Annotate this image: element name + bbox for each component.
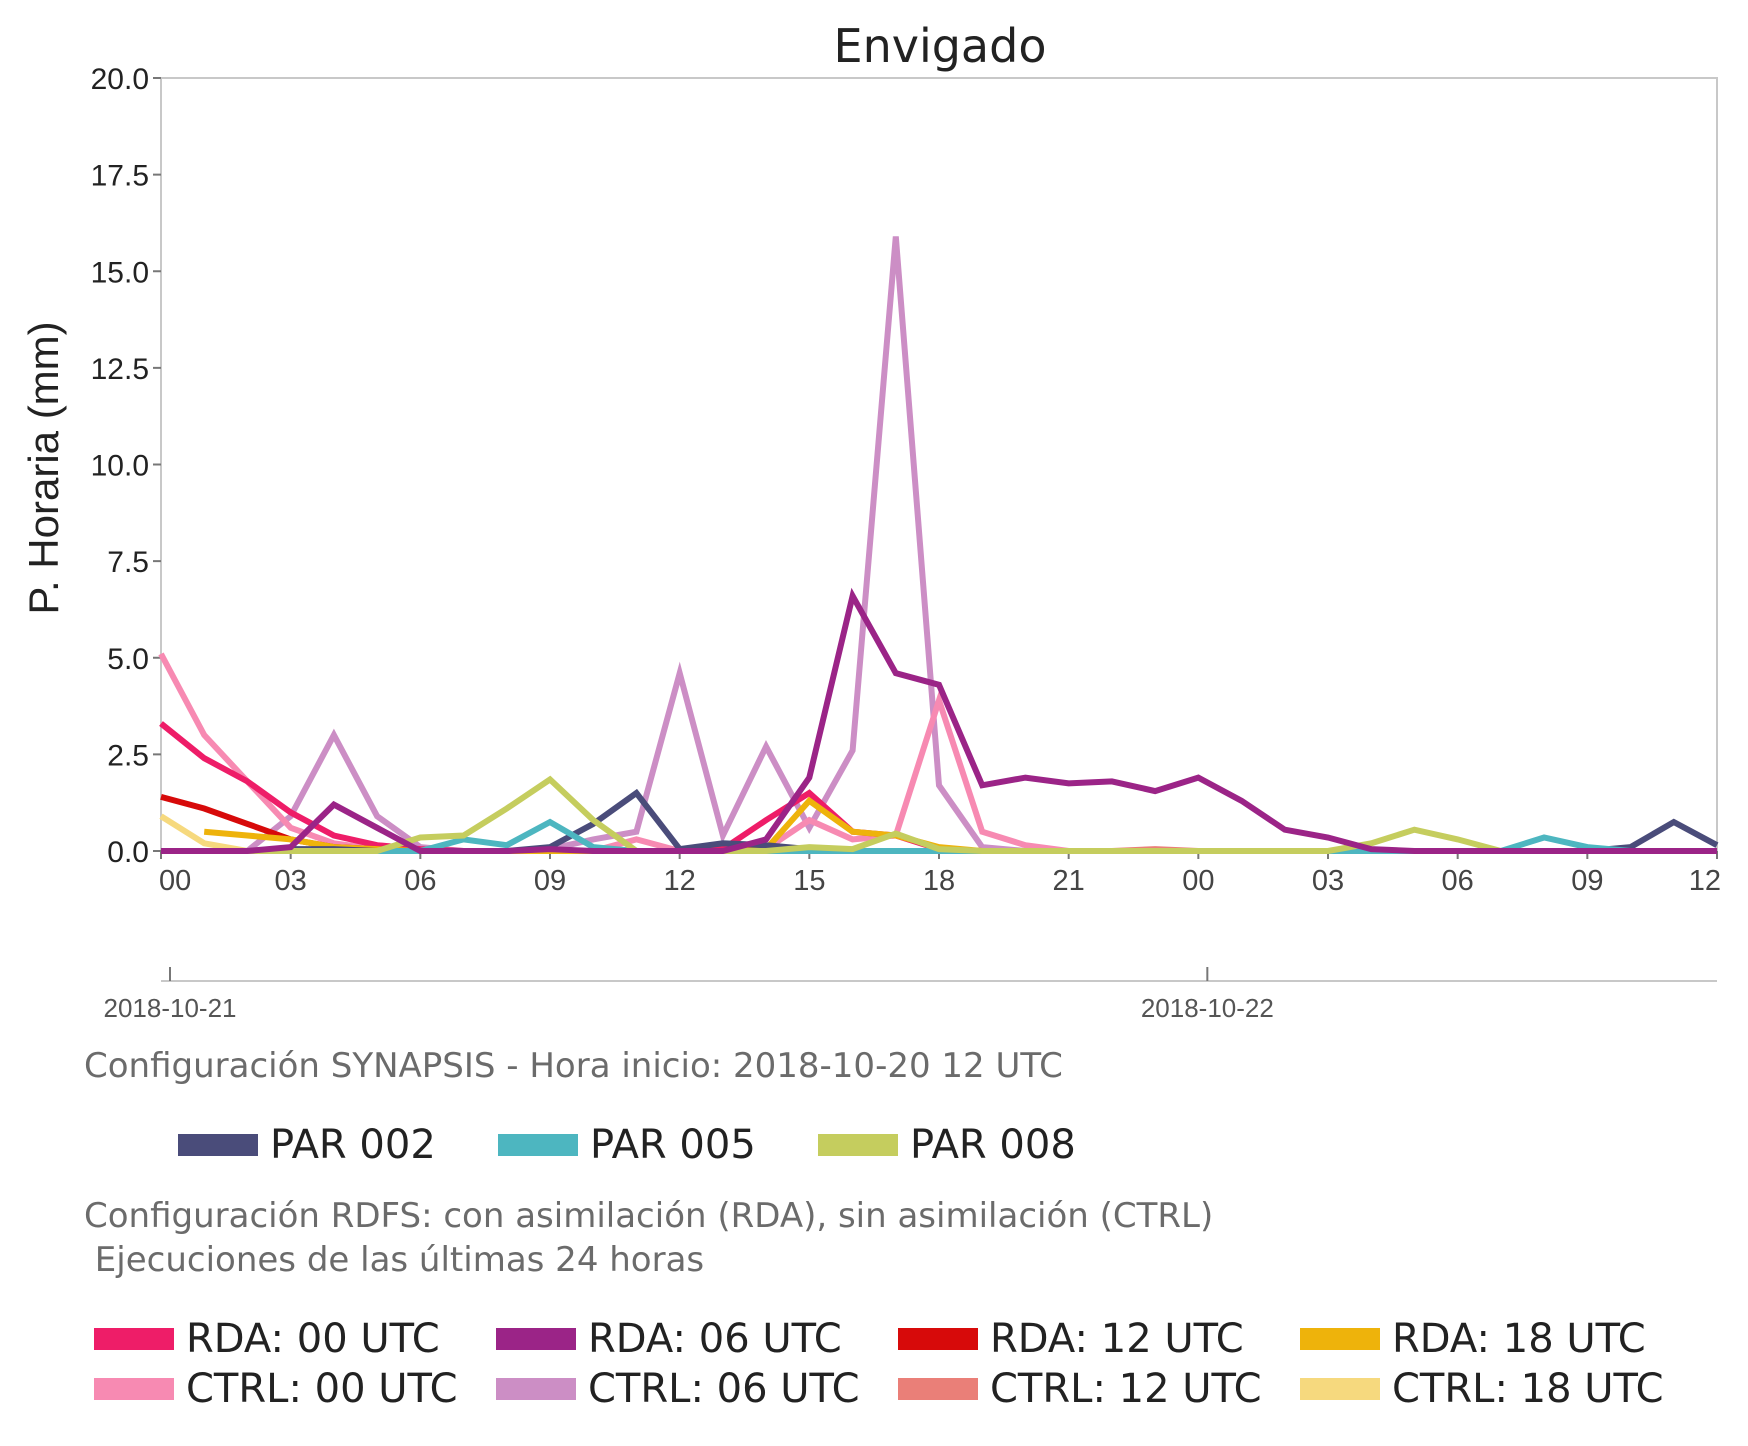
- plot-frame: [160, 77, 1718, 852]
- legend-label: CTRL: 00 UTC: [186, 1366, 458, 1412]
- x-tick-label: 03: [1312, 865, 1344, 897]
- x-tick-label: 03: [275, 865, 307, 897]
- x-tick-label: 00: [159, 865, 191, 897]
- x-tick-label: 06: [404, 865, 436, 897]
- caption-synapsis: Configuración SYNAPSIS - Hora inicio: 20…: [84, 1046, 1063, 1086]
- legend-rdfs: RDA: 00 UTC RDA: 06 UTC RDA: 12 UTC RDA: 18…: [94, 1316, 1702, 1412]
- legend-swatch: [178, 1134, 258, 1156]
- legend-item-ctrl-12-utc: CTRL: 12 UTC: [898, 1366, 1300, 1412]
- y-tick-label: 7.5: [107, 546, 149, 579]
- series-layer: [158, 236, 1719, 854]
- series-line-par-008: [161, 775, 1717, 854]
- y-axis-label: P. Horaria (mm): [20, 321, 67, 614]
- legend-label: PAR 005: [590, 1122, 756, 1168]
- x-tick-label: 00: [1182, 865, 1214, 897]
- legend-item-par-008: PAR 008: [818, 1122, 1138, 1168]
- legend-label: RDA: 12 UTC: [990, 1316, 1244, 1362]
- chart-title: Envigado: [834, 19, 1047, 73]
- caption-rdfs-line1: Configuración RDFS: con asimilación (RDA…: [84, 1196, 1214, 1236]
- y-tick-label: 17.5: [91, 160, 149, 193]
- legend-label: CTRL: 12 UTC: [990, 1366, 1262, 1412]
- y-tick-label: 10.0: [91, 450, 149, 483]
- series-line-rda-06-utc: [161, 587, 1717, 854]
- x-tick-label: 09: [1571, 865, 1603, 897]
- y-tick-label: 12.5: [91, 353, 149, 386]
- legend-item-ctrl-06-utc: CTRL: 06 UTC: [496, 1366, 898, 1412]
- date-tick-label: 2018-10-21: [104, 993, 237, 1023]
- x-tick-label: 15: [793, 865, 825, 897]
- x-tick-label: 06: [1442, 865, 1474, 897]
- legend-swatch: [496, 1328, 576, 1350]
- legend-item-par-002: PAR 002: [178, 1122, 498, 1168]
- legend-label: RDA: 06 UTC: [588, 1316, 842, 1362]
- legend-swatch: [1300, 1378, 1380, 1400]
- y-tick-label: 15.0: [91, 256, 149, 289]
- legend-label: RDA: 00 UTC: [186, 1316, 440, 1362]
- legend-item-ctrl-00-utc: CTRL: 00 UTC: [94, 1366, 496, 1412]
- date-axis-ticks: 2018-10-21 2018-10-22: [104, 967, 1274, 1023]
- legend-item-rda-00-utc: RDA: 00 UTC: [94, 1316, 496, 1362]
- x-tick-label: 12: [664, 865, 696, 897]
- x-axis-ticks: 00 03 06 09 12 15 18 21 00 03 06 09 12: [159, 851, 1721, 897]
- y-axis-ticks: 0.0 2.5 5.0 7.5 10.0 12.5 15.0 17.5 20.0: [91, 63, 161, 869]
- series-line-rda-00-utc: [159, 721, 1199, 854]
- legend-item-par-005: PAR 005: [498, 1122, 818, 1168]
- legend-label: CTRL: 06 UTC: [588, 1366, 860, 1412]
- series-line-par-002: [161, 788, 1719, 854]
- caption-rdfs-line2: Ejecuciones de las últimas 24 horas: [84, 1240, 705, 1280]
- y-tick-label: 5.0: [107, 643, 149, 676]
- legend-swatch: [1300, 1328, 1380, 1350]
- date-tick-label: 2018-10-22: [1141, 993, 1274, 1023]
- legend-swatch: [898, 1328, 978, 1350]
- legend-par: PAR 002 PAR 005 PAR 008: [178, 1122, 1138, 1168]
- legend-swatch: [898, 1378, 978, 1400]
- legend-swatch: [498, 1134, 578, 1156]
- x-tick-label: 18: [923, 865, 955, 897]
- y-tick-label: 20.0: [91, 63, 149, 96]
- legend-label: CTRL: 18 UTC: [1392, 1366, 1664, 1412]
- x-tick-label: 12: [1689, 865, 1721, 897]
- x-tick-label: 09: [534, 865, 566, 897]
- y-tick-label: 2.5: [107, 739, 149, 772]
- legend-label: PAR 002: [270, 1122, 436, 1168]
- legend-label: PAR 008: [910, 1122, 1076, 1168]
- legend-item-rda-06-utc: RDA: 06 UTC: [496, 1316, 898, 1362]
- legend-swatch: [94, 1328, 174, 1350]
- legend-label: RDA: 18 UTC: [1392, 1316, 1646, 1362]
- series-line-ctrl-06-utc: [161, 236, 1199, 854]
- legend-swatch: [496, 1378, 576, 1400]
- legend-item-rda-18-utc: RDA: 18 UTC: [1300, 1316, 1702, 1362]
- legend-item-ctrl-18-utc: CTRL: 18 UTC: [1300, 1366, 1702, 1412]
- legend-swatch: [94, 1378, 174, 1400]
- legend-item-rda-12-utc: RDA: 12 UTC: [898, 1316, 1300, 1362]
- x-tick-label: 21: [1053, 865, 1085, 897]
- legend-swatch: [818, 1134, 898, 1156]
- y-tick-label: 0.0: [107, 836, 149, 869]
